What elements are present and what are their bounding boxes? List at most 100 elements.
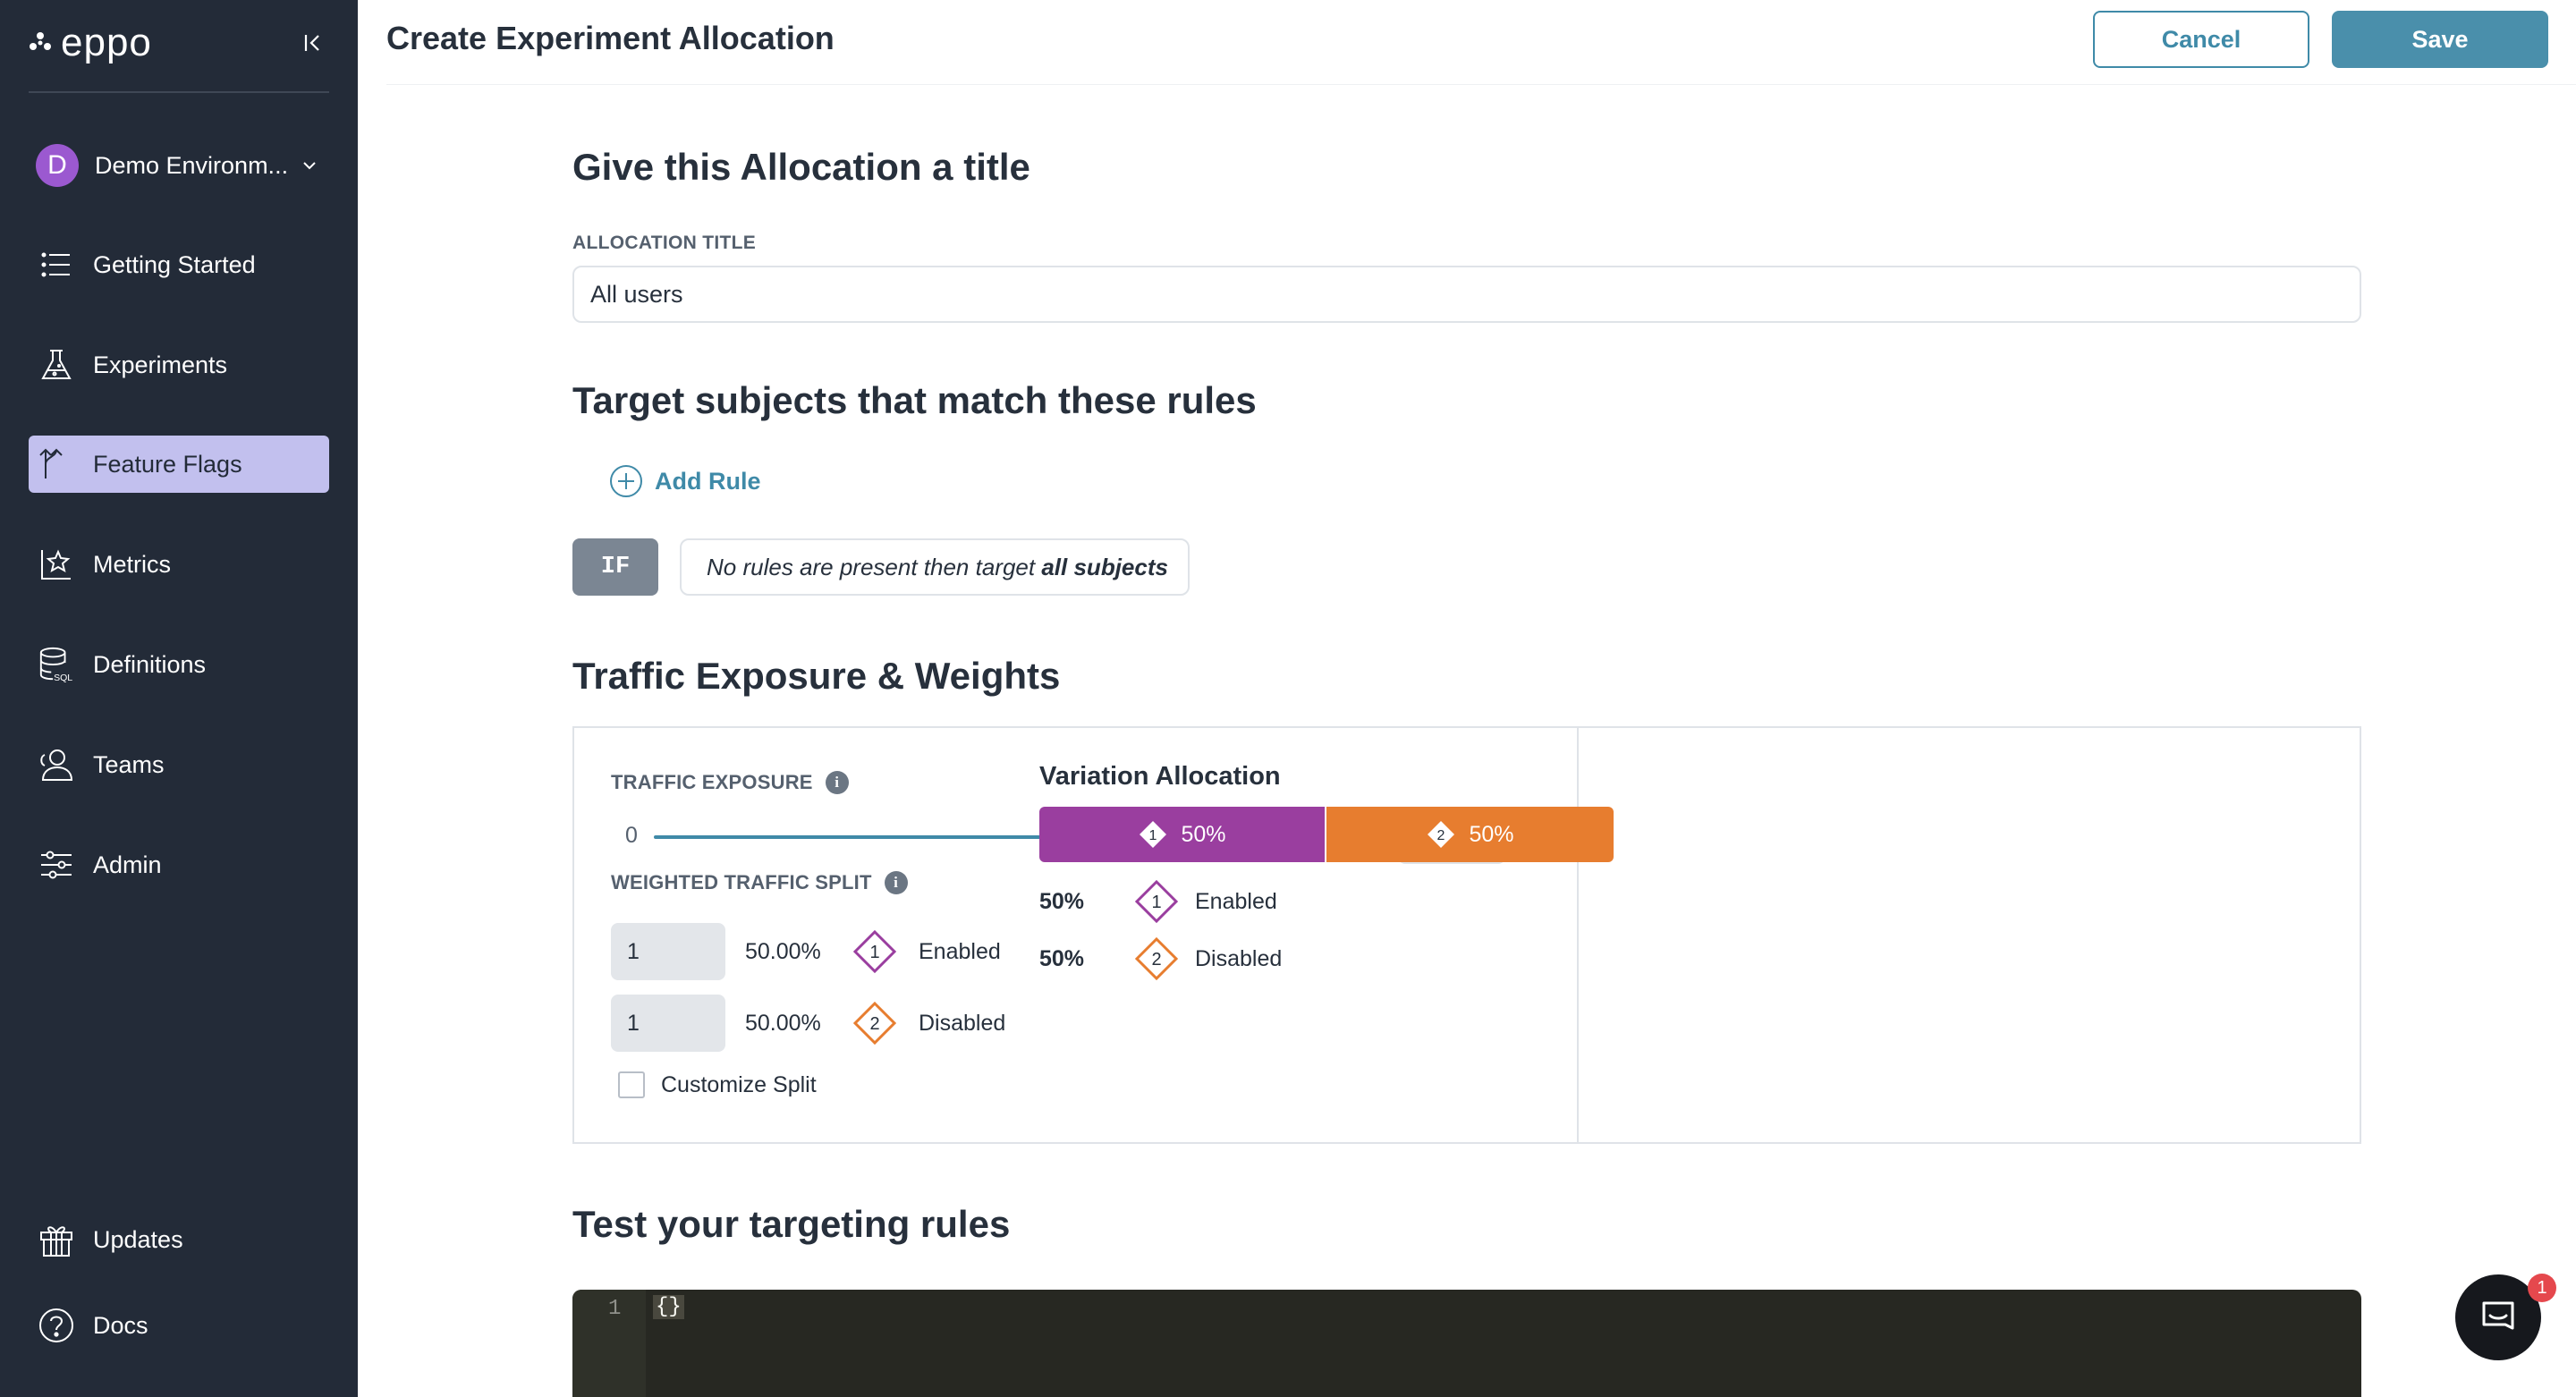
database-sql-icon: SQL xyxy=(38,646,75,683)
info-icon[interactable]: i xyxy=(884,871,908,894)
page-title: Create Experiment Allocation xyxy=(386,20,835,56)
allocation-title-heading: Give this Allocation a title xyxy=(572,146,1030,188)
legend-percent: 50% xyxy=(1039,888,1085,914)
sidebar-divider xyxy=(29,91,329,93)
chat-launcher-button[interactable] xyxy=(2455,1274,2541,1360)
sidebar-item-teams[interactable]: Teams xyxy=(29,736,329,793)
weight-input[interactable] xyxy=(611,923,725,980)
sidebar-item-admin[interactable]: Admin xyxy=(29,836,329,893)
legend-name: Disabled xyxy=(1195,945,1283,971)
sidebar-item-label: Metrics xyxy=(93,550,171,578)
eppo-logo-icon xyxy=(30,32,51,50)
code-text[interactable]: {} xyxy=(653,1295,684,1319)
allocation-title-input[interactable] xyxy=(572,266,2361,323)
sidebar-item-updates[interactable]: Updates xyxy=(29,1211,329,1268)
sidebar-item-label: Experiments xyxy=(93,351,228,378)
weight-row: 50.00% 2 Disabled xyxy=(611,995,1005,1052)
line-number: 1 xyxy=(608,1297,622,1321)
customize-split-checkbox[interactable]: Customize Split xyxy=(618,1071,817,1098)
chart-star-icon xyxy=(38,546,75,583)
sidebar-item-metrics[interactable]: Metrics xyxy=(29,536,329,593)
checkbox[interactable] xyxy=(618,1071,645,1098)
allocation-segment[interactable]: 1 50% xyxy=(1039,807,1326,862)
slider-min-label: 0 xyxy=(625,823,638,848)
segment-percent: 50% xyxy=(1469,821,1514,847)
variant-name: Disabled xyxy=(919,1010,1006,1036)
weight-input[interactable] xyxy=(611,995,725,1052)
allocation-title-label: ALLOCATION TITLE xyxy=(572,233,757,253)
variant-diamond-icon: 2 xyxy=(1134,936,1179,981)
help-circle-icon xyxy=(38,1307,75,1344)
sidebar-item-label: Getting Started xyxy=(93,250,256,278)
rule-summary-target: all subjects xyxy=(1041,553,1168,580)
traffic-exposure-label: TRAFFIC EXPOSURE i xyxy=(611,771,849,794)
sidebar-item-label: Definitions xyxy=(93,650,207,678)
variation-allocation-title: Variation Allocation xyxy=(1039,762,1281,791)
customize-split-label: Customize Split xyxy=(661,1071,817,1097)
weight-percent: 50.00% xyxy=(745,1010,821,1036)
sidebar-item-label: Docs xyxy=(93,1311,148,1339)
add-rule-label: Add Rule xyxy=(655,467,761,495)
panel-divider xyxy=(1577,728,1579,1142)
weight-row: 50.00% 1 Enabled xyxy=(611,923,1001,980)
variant-index: 1 xyxy=(1149,828,1157,843)
cancel-button[interactable]: Cancel xyxy=(2093,11,2309,68)
variation-allocation-bar: 1 50% 2 50% xyxy=(1039,807,1614,862)
sidebar-item-label: Updates xyxy=(93,1225,183,1253)
sidebar-item-docs[interactable]: Docs xyxy=(29,1297,329,1354)
add-rule-button[interactable]: Add Rule xyxy=(608,461,761,501)
editor-gutter xyxy=(572,1290,646,1397)
variant-index: 1 xyxy=(869,943,879,962)
sliders-icon xyxy=(38,846,75,884)
code-editor[interactable]: 1 {} xyxy=(572,1290,2361,1397)
traffic-exposure-text: TRAFFIC EXPOSURE xyxy=(611,771,813,793)
sidebar-item-feature-flags[interactable]: Feature Flags xyxy=(29,436,329,493)
targeting-heading: Target subjects that match these rules xyxy=(572,379,1257,421)
variant-index: 2 xyxy=(1437,828,1445,843)
sidebar-item-label: Feature Flags xyxy=(93,450,242,478)
sidebar-item-definitions[interactable]: SQL Definitions xyxy=(29,636,329,693)
legend-name: Enabled xyxy=(1195,888,1277,914)
weighted-split-label: WEIGHTED TRAFFIC SPLIT i xyxy=(611,871,908,894)
allocation-legend-row: 50% 1 Enabled xyxy=(1039,879,1277,924)
collapse-sidebar-icon[interactable] xyxy=(301,30,326,55)
svg-text:SQL: SQL xyxy=(54,673,72,683)
test-rules-heading: Test your targeting rules xyxy=(572,1203,1011,1245)
sidebar-item-label: Admin xyxy=(93,851,162,878)
flag-branch-icon xyxy=(38,445,75,483)
variant-diamond-icon: 2 xyxy=(1428,821,1455,848)
plus-circle-icon xyxy=(610,465,642,497)
chat-icon xyxy=(2482,1301,2514,1330)
gift-icon xyxy=(38,1221,75,1258)
brand-logo[interactable]: eppo xyxy=(29,23,152,63)
traffic-panel: TRAFFIC EXPOSURE i 0 100 100 % WEIGHTED … xyxy=(572,726,2361,1144)
allocation-segment[interactable]: 2 50% xyxy=(1326,807,1614,862)
sidebar-item-getting-started[interactable]: Getting Started xyxy=(29,236,329,293)
sidebar-item-experiments[interactable]: Experiments xyxy=(29,336,329,394)
users-icon xyxy=(38,746,75,783)
variant-diamond-icon: 2 xyxy=(852,1001,897,1046)
variant-index: 2 xyxy=(1151,950,1161,969)
weighted-split-text: WEIGHTED TRAFFIC SPLIT xyxy=(611,871,872,893)
environment-selector[interactable]: D Demo Environm... xyxy=(36,143,331,188)
flask-icon xyxy=(38,346,75,384)
environment-avatar: D xyxy=(36,144,79,187)
info-icon[interactable]: i xyxy=(825,771,849,794)
weight-percent: 50.00% xyxy=(745,938,821,964)
allocation-legend-row: 50% 2 Disabled xyxy=(1039,936,1283,981)
chevron-down-icon xyxy=(303,162,316,170)
save-button[interactable]: Save xyxy=(2332,11,2548,68)
variant-index: 2 xyxy=(869,1014,879,1034)
rule-summary: No rules are present then target all sub… xyxy=(680,538,1190,596)
sidebar: eppo D Demo Environm... Getting Started xyxy=(0,0,358,1397)
brand-name: eppo xyxy=(61,21,152,64)
variant-index: 1 xyxy=(1151,893,1161,912)
if-badge: IF xyxy=(572,538,658,596)
legend-percent: 50% xyxy=(1039,945,1085,971)
variant-diamond-icon: 1 xyxy=(1134,879,1179,924)
header-divider xyxy=(386,84,2576,85)
rule-summary-text: No rules are present then target xyxy=(707,553,1036,580)
sidebar-item-label: Teams xyxy=(93,750,165,778)
notification-badge: 1 xyxy=(2528,1274,2556,1302)
segment-percent: 50% xyxy=(1181,821,1226,847)
